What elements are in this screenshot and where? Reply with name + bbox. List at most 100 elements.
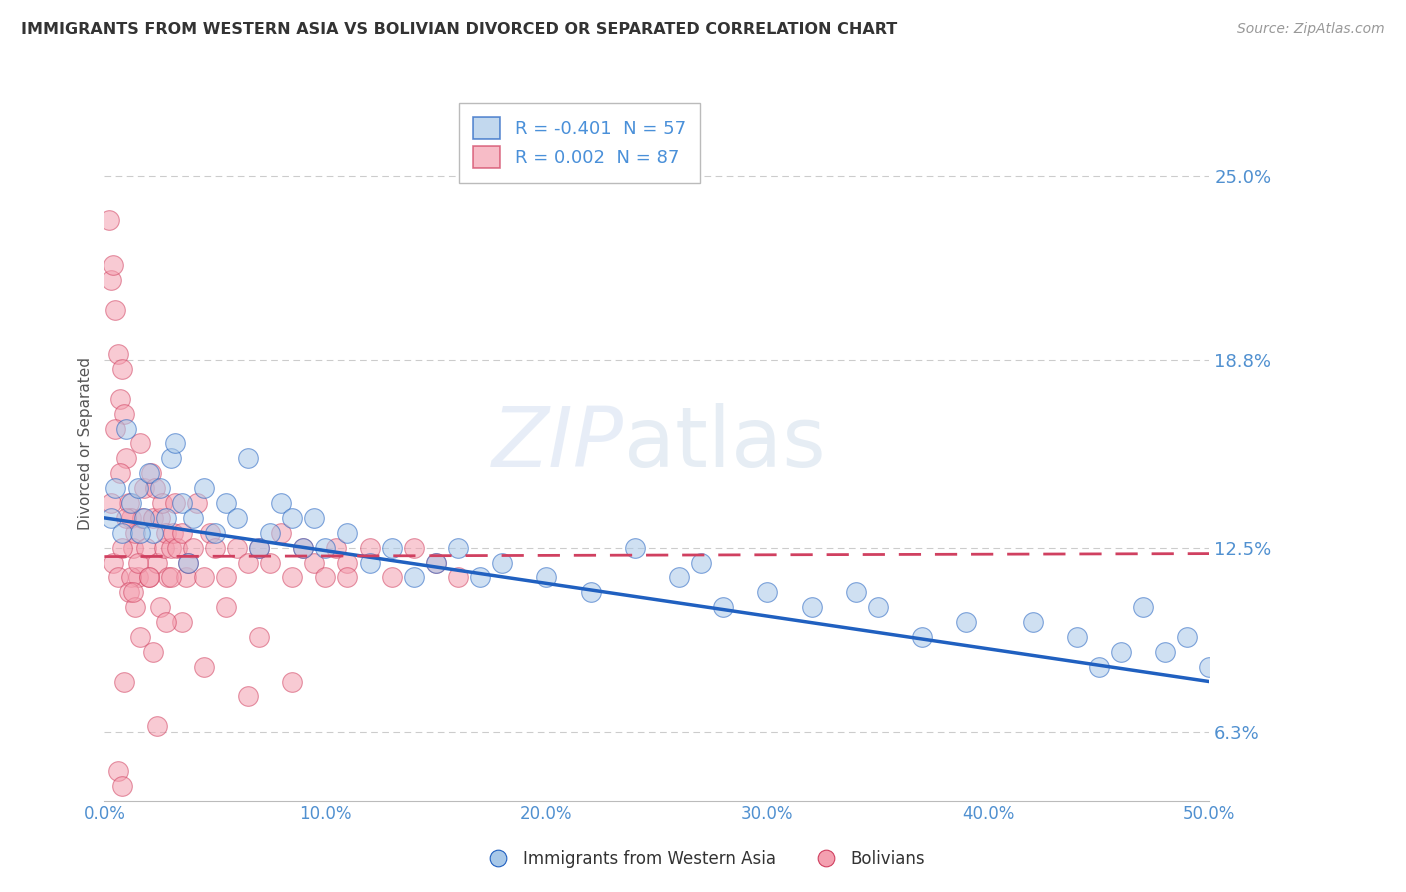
- Point: [127, 570, 149, 584]
- Point: [292, 541, 315, 555]
- Point: [115, 511, 138, 525]
- Point: [104, 422, 127, 436]
- Point: [139, 467, 162, 481]
- Point: [402, 570, 425, 584]
- Point: [193, 659, 215, 673]
- Point: [236, 690, 259, 704]
- Text: atlas: atlas: [624, 403, 825, 484]
- Point: [468, 570, 491, 584]
- Point: [236, 451, 259, 466]
- Point: [281, 674, 304, 689]
- Point: [304, 556, 326, 570]
- Point: [112, 674, 135, 689]
- Point: [336, 556, 359, 570]
- Point: [108, 392, 131, 406]
- Point: [491, 556, 513, 570]
- Point: [270, 496, 292, 510]
- Point: [1088, 659, 1111, 673]
- Point: [381, 570, 404, 584]
- Point: [149, 600, 172, 615]
- Point: [162, 525, 184, 540]
- Text: Source: ZipAtlas.com: Source: ZipAtlas.com: [1237, 22, 1385, 37]
- Point: [579, 585, 602, 599]
- Point: [425, 556, 447, 570]
- Point: [1154, 645, 1177, 659]
- Point: [120, 570, 142, 584]
- Point: [304, 511, 326, 525]
- Point: [124, 600, 146, 615]
- Point: [103, 556, 125, 570]
- Point: [259, 556, 281, 570]
- Point: [226, 541, 249, 555]
- Point: [165, 436, 187, 450]
- Point: [104, 302, 127, 317]
- Point: [104, 481, 127, 495]
- Point: [157, 570, 180, 584]
- Point: [111, 362, 134, 376]
- Point: [153, 541, 176, 555]
- Point: [159, 451, 181, 466]
- Point: [174, 570, 197, 584]
- Point: [281, 570, 304, 584]
- Point: [204, 525, 226, 540]
- Point: [193, 481, 215, 495]
- Point: [1021, 615, 1043, 629]
- Point: [134, 511, 156, 525]
- Point: [155, 525, 177, 540]
- Point: [336, 570, 359, 584]
- Point: [623, 541, 645, 555]
- Point: [314, 541, 336, 555]
- Point: [128, 525, 150, 540]
- Point: [866, 600, 889, 615]
- Point: [314, 570, 336, 584]
- Point: [281, 511, 304, 525]
- Point: [150, 496, 173, 510]
- Point: [155, 511, 177, 525]
- Point: [911, 630, 934, 644]
- Legend: Immigrants from Western Asia, Bolivians: Immigrants from Western Asia, Bolivians: [474, 844, 932, 875]
- Point: [247, 541, 270, 555]
- Point: [325, 541, 347, 555]
- Point: [402, 541, 425, 555]
- Point: [381, 541, 404, 555]
- Legend: R = -0.401  N = 57, R = 0.002  N = 87: R = -0.401 N = 57, R = 0.002 N = 87: [458, 103, 700, 183]
- Point: [146, 719, 169, 733]
- Point: [159, 541, 181, 555]
- Point: [107, 570, 129, 584]
- Point: [359, 541, 381, 555]
- Point: [800, 600, 823, 615]
- Point: [181, 541, 204, 555]
- Point: [1175, 630, 1198, 644]
- Point: [128, 630, 150, 644]
- Point: [100, 496, 122, 510]
- Point: [536, 570, 558, 584]
- Point: [259, 525, 281, 540]
- Point: [845, 585, 868, 599]
- Point: [127, 481, 149, 495]
- Point: [247, 541, 270, 555]
- Point: [111, 541, 134, 555]
- Point: [177, 556, 200, 570]
- Point: [170, 525, 193, 540]
- Point: [103, 258, 125, 272]
- Text: IMMIGRANTS FROM WESTERN ASIA VS BOLIVIAN DIVORCED OR SEPARATED CORRELATION CHART: IMMIGRANTS FROM WESTERN ASIA VS BOLIVIAN…: [21, 22, 897, 37]
- Text: ZIP: ZIP: [492, 403, 624, 484]
- Point: [122, 541, 145, 555]
- Point: [115, 451, 138, 466]
- Point: [138, 467, 160, 481]
- Point: [215, 496, 238, 510]
- Point: [115, 422, 138, 436]
- Point: [359, 556, 381, 570]
- Point: [447, 541, 470, 555]
- Point: [128, 436, 150, 450]
- Point: [142, 525, 165, 540]
- Point: [118, 496, 141, 510]
- Point: [215, 570, 238, 584]
- Point: [181, 511, 204, 525]
- Point: [107, 347, 129, 361]
- Point: [100, 273, 122, 287]
- Point: [236, 556, 259, 570]
- Point: [270, 525, 292, 540]
- Point: [177, 556, 200, 570]
- Point: [215, 600, 238, 615]
